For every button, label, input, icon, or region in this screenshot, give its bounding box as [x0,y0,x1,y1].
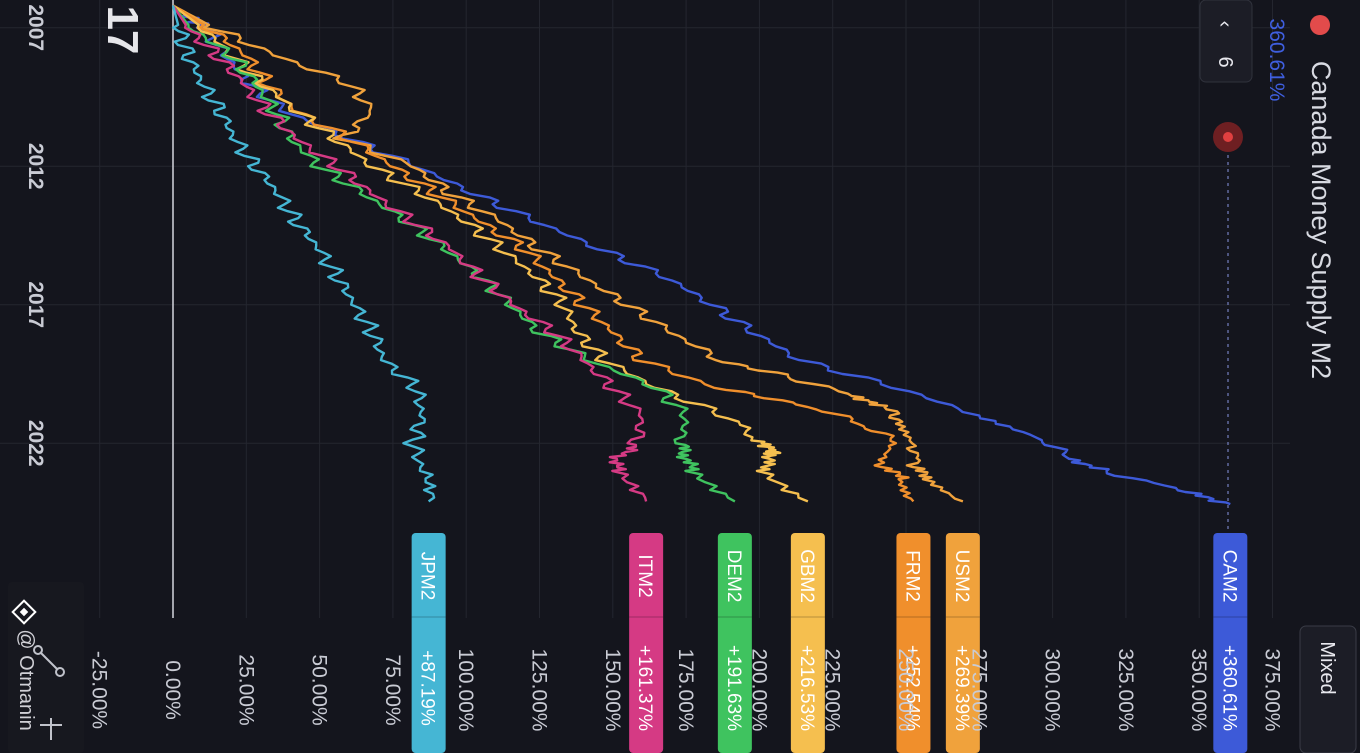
series-symbol: ITM2 [634,554,655,597]
y-tick-label: 375.00% [1261,649,1284,732]
series-value: +252.54% [901,645,922,731]
series-symbol: JPM2 [417,552,438,601]
series-tag-dem2: DEM2 +191.63% [717,533,752,753]
series-tag-jpm2: JPM2 +87.19% [411,533,446,753]
series-value: +191.63% [723,645,744,731]
x-axis-years: 2007 2012 2017 2022 [24,4,47,466]
series-value: +269.39% [951,645,972,731]
chevron-left-icon: ‹ [1214,21,1236,28]
series-value: +360.61% [1218,645,1239,731]
trendline-tool-icon[interactable] [33,645,43,655]
series-value: +161.37% [634,645,655,731]
y-tick-label: 225.00% [821,649,844,732]
series-tag-itm2: ITM2 +161.37% [629,533,664,753]
series-tags: CAM2 +360.61% USM2 +269.39% FRM2 +252.54% GBM2… [411,533,1248,753]
series-value: +216.53% [796,645,817,731]
tradingview-logo: 17 [98,6,147,55]
series-line-itm2 [171,4,648,502]
x-tick-year: 2017 [24,281,47,328]
series-tag-usm2: USM2 +269.39% [945,533,980,753]
series-tag-cam2: CAM2 +360.61% [1213,533,1248,753]
collapse-nav-button[interactable]: ‹ 6 [1199,0,1253,83]
y-tick-label: 275.00% [967,649,990,732]
x-tick-year: 2012 [24,143,47,190]
y-tick-label: 175.00% [674,649,697,732]
title-value: 360.61% [1265,19,1288,102]
y-tick-label: 150.00% [601,649,624,732]
chart-grid [0,0,1290,618]
y-tick-label: 25.00% [234,654,257,725]
y-tick-label: 250.00% [894,649,917,732]
series-line-frm2 [172,4,915,503]
y-tick-label: -25.00% [88,651,111,729]
series-symbol: DEM2 [723,550,744,603]
series-symbol: USM2 [951,550,972,603]
x-tick-year: 2007 [24,4,47,51]
chart-title: Canada Money Supply M2 [1306,61,1336,379]
series-line-usm2 [172,4,964,503]
watermark: @ Otmanin [15,629,37,730]
y-tick-label: 125.00% [528,649,551,732]
chart-title-group: Canada Money Supply M2 [1306,15,1336,379]
scale-mode-label: Mixed [1316,641,1338,694]
series-line-cam2 [172,4,1231,506]
y-tick-label: 200.00% [747,649,770,732]
y-tick-label: 300.00% [1041,649,1064,732]
y-tick-label: 0.00% [161,660,184,720]
series-layer [171,4,1231,506]
series-tag-frm2: FRM2 +252.54% [896,533,931,753]
y-tick-label: 50.00% [308,654,331,725]
canada-flag-icon [1310,15,1330,35]
y-tick-label: 75.00% [381,654,404,725]
series-line-gbm2 [172,4,809,503]
nav-count: 6 [1214,56,1236,67]
drawing-toolbar [8,582,84,753]
series-symbol: FRM2 [901,550,922,602]
series-tag-gbm2: GBM2 +216.53% [790,533,825,753]
series-value: +87.19% [417,650,438,726]
series-symbol: GBM2 [796,549,817,603]
x-tick-year: 2022 [24,420,47,467]
series-line-jpm2 [171,5,437,503]
y-tick-label: 350.00% [1187,649,1210,732]
scale-mode-button[interactable]: Mixed [1299,625,1357,753]
y-tick-label: 325.00% [1114,649,1137,732]
series-line-dem2 [172,4,736,503]
series-symbol: CAM2 [1218,550,1239,603]
watermark-group: @ Otmanin [15,629,37,730]
title-value-group: 360.61% [1265,19,1288,102]
y-tick-label: 100.00% [454,649,477,732]
y-axis-ticks: -25.00% 0.00% 25.00% 50.00% 75.00% 100.00% 125… [88,649,1284,732]
alert-dot [1223,132,1233,142]
logo-text: 17 [98,6,147,55]
